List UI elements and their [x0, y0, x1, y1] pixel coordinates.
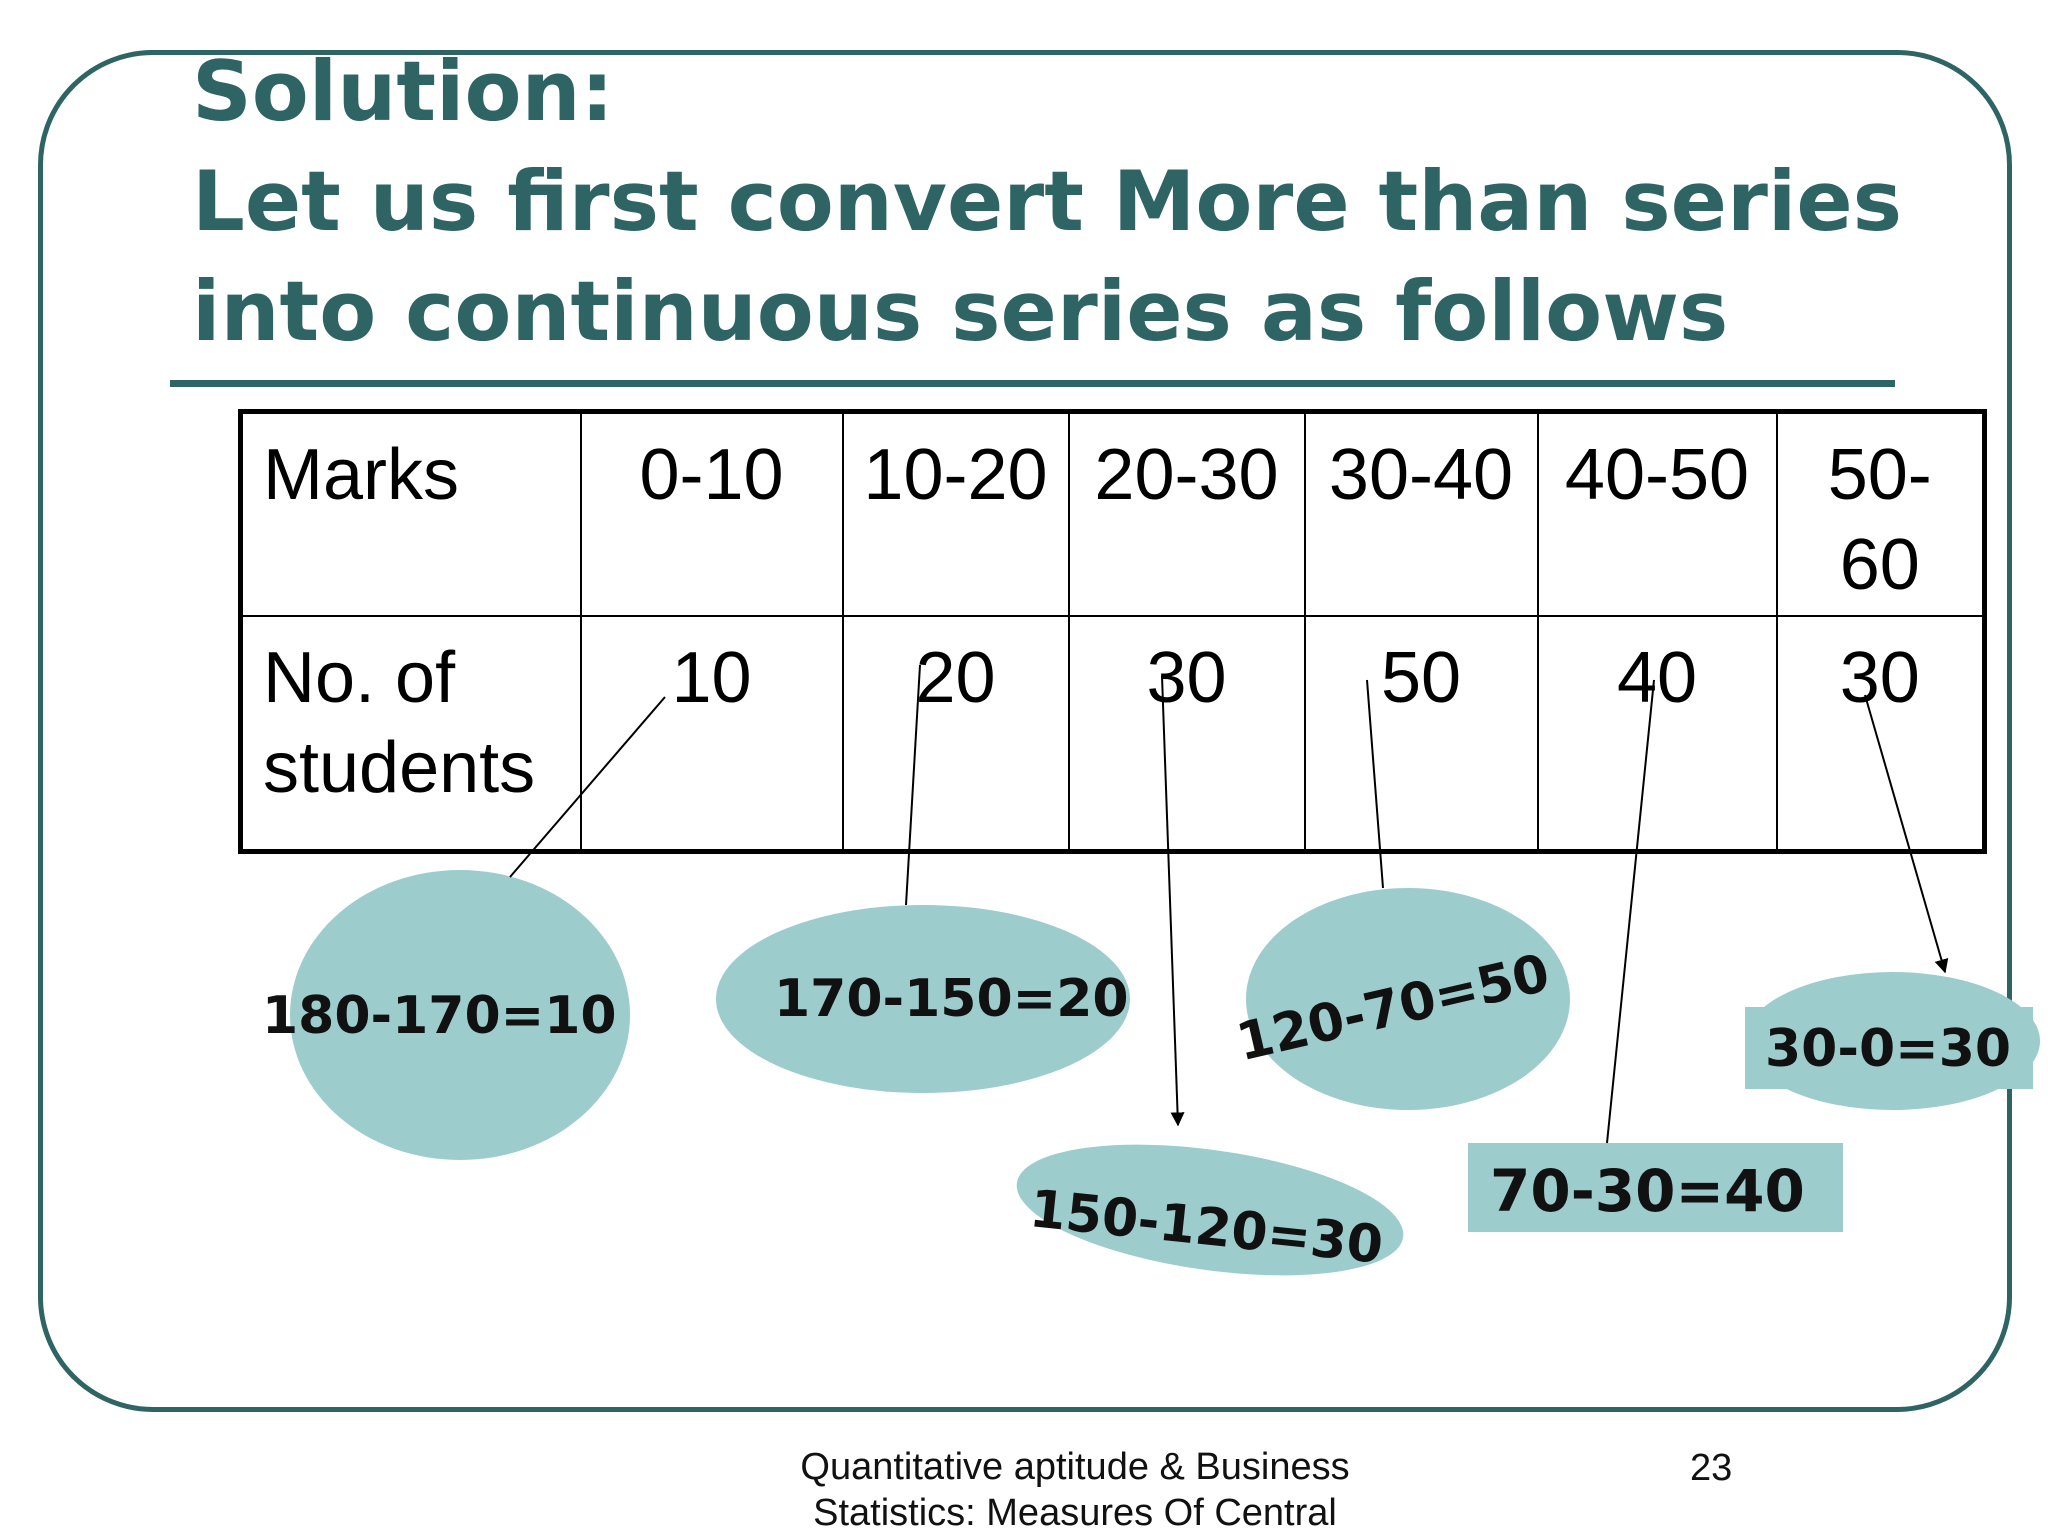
students-cell: 40: [1536, 614, 1778, 853]
callout-label-1: 180-170=10: [262, 986, 617, 1046]
marks-cell: 20-30: [1067, 410, 1306, 617]
connector-line-4: [1366, 679, 1384, 889]
students-cell: 50: [1303, 614, 1539, 853]
students-cell: 20: [841, 614, 1070, 853]
slide-subtitle-line-2: into continuous series as follows: [192, 263, 1729, 360]
callout-label-5: 70-30=40: [1490, 1157, 1805, 1225]
table-row-marks: Marks 0-10 10-20 20-30 30-40 40-50 50-60: [239, 410, 1986, 617]
callout-ellipse-2: [716, 905, 1130, 1093]
page-number: 23: [1690, 1447, 1733, 1489]
table-row-students: No. of students 10 20 30 50 40 30: [239, 614, 1986, 853]
frequency-table: Marks 0-10 10-20 20-30 30-40 40-50 50-60…: [238, 409, 1987, 854]
row-header-marks: Marks: [239, 410, 582, 617]
connector-arrow-6: [1864, 694, 1949, 974]
callout-ellipse-4: [1246, 888, 1570, 1110]
slide-title: Solution:: [192, 43, 614, 140]
callout-ellipse-1: [290, 870, 630, 1160]
connector-arrow-3: [1161, 675, 1185, 1127]
marks-cell: 50-60: [1775, 410, 1986, 617]
callout-box-5: [1468, 1143, 1843, 1232]
students-cell: 10: [579, 614, 844, 853]
marks-cell: 30-40: [1303, 410, 1539, 617]
callout-box-6: [1745, 1007, 2033, 1089]
slide-subtitle-line-1: Let us first convert More than series: [192, 153, 1903, 250]
footer-text: Quantitative aptitude & Business Statist…: [800, 1446, 1350, 1534]
marks-cell: 10-20: [841, 410, 1070, 617]
marks-cell: 0-10: [579, 410, 844, 617]
connector-line-5: [1606, 679, 1655, 1144]
students-cell: 30: [1775, 614, 1986, 853]
marks-cell: 40-50: [1536, 410, 1778, 617]
connector-line-2: [905, 664, 921, 906]
callout-label-6: 30-0=30: [1765, 1019, 2012, 1079]
title-divider: [170, 380, 1895, 387]
callout-label-2: 170-150=20: [774, 969, 1129, 1029]
connector-line-1: [509, 696, 666, 878]
slide-frame: [38, 50, 2012, 1412]
row-header-students: No. of students: [239, 614, 582, 853]
students-cell: 30: [1067, 614, 1306, 853]
